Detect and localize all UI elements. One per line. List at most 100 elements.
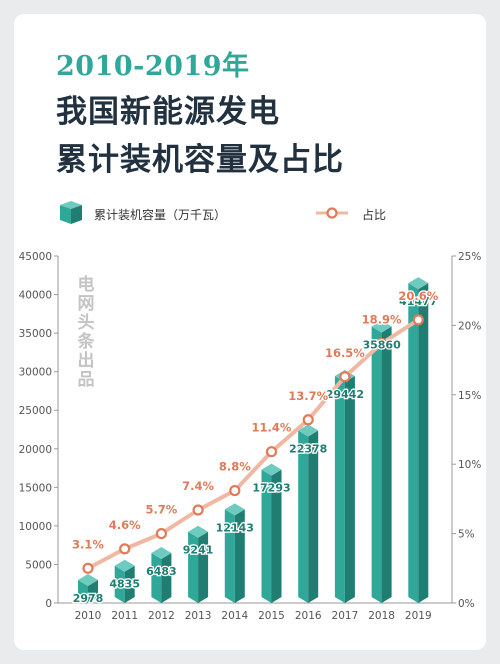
bar-value-label: 6483 — [146, 565, 177, 578]
y-left-tick-label: 25000 — [19, 405, 52, 417]
x-tick-label: 2012 — [148, 610, 175, 622]
share-percent-label: 11.4% — [252, 421, 292, 435]
y-left-tick-label: 15000 — [19, 482, 52, 494]
bar-value-label: 12143 — [216, 521, 254, 534]
share-point — [119, 543, 131, 555]
bar-face-top — [114, 559, 135, 572]
share-percent-label: 5.7% — [145, 503, 177, 517]
bar-face-front — [188, 531, 199, 603]
x-tick-label: 2014 — [221, 610, 248, 622]
page-title-line2: 累计装机容量及占比 — [56, 142, 344, 178]
bar-2011 — [114, 559, 135, 603]
bar-face-side — [161, 553, 172, 603]
share-point — [155, 527, 167, 540]
y-right-tick-label: 0% — [458, 598, 475, 610]
share-percent-label: 20.6% — [398, 289, 438, 303]
bar-face-side — [344, 375, 355, 603]
watermark: 电网头条出品 — [77, 275, 95, 390]
y-left-tick-label: 40000 — [19, 290, 52, 302]
x-tick-label: 2017 — [332, 610, 359, 622]
bar-2012 — [151, 547, 172, 603]
bar-face-front — [298, 430, 309, 603]
x-tick-label: 2010 — [75, 610, 102, 622]
bar-face-side — [308, 430, 319, 603]
bar-face-top — [408, 277, 429, 290]
year-range-heading: 2010-2019年 — [56, 51, 250, 82]
bar-face-front — [78, 580, 88, 603]
bar-face-top — [78, 574, 98, 587]
y-right-tick-label: 20% — [458, 320, 481, 332]
y-left-tick-label: 10000 — [19, 521, 52, 533]
bar-face-top — [188, 525, 209, 538]
x-tick-label: 2011 — [111, 610, 138, 622]
y-left-tick-label: 5000 — [25, 559, 52, 571]
bar-2015 — [261, 463, 282, 603]
bar-2014 — [224, 503, 245, 603]
bar-face-top — [298, 424, 319, 437]
bar-value-label: 22378 — [289, 442, 327, 455]
bar-2018 — [371, 320, 392, 603]
bar-face-front — [151, 553, 162, 603]
bar-face-side — [198, 531, 209, 603]
x-tick-label: 2013 — [185, 610, 212, 622]
bar-face-front — [371, 326, 382, 603]
y-right-tick-label: 5% — [458, 529, 475, 541]
bar-face-side — [234, 509, 245, 603]
y-right-tick-label: 10% — [458, 459, 481, 471]
bar-value-label: 17293 — [252, 482, 290, 495]
legend-bar-label: 累计装机容量（万千瓦） — [94, 208, 227, 222]
legend-bar-icon — [60, 201, 82, 224]
x-tick-label: 2019 — [405, 610, 432, 622]
bar-2017 — [334, 369, 355, 603]
bar-value-label: 41477 — [399, 295, 437, 308]
share-point — [412, 314, 424, 326]
share-percent-label: 18.9% — [362, 312, 402, 326]
share-point — [82, 562, 94, 574]
bar-value-label: 9241 — [183, 544, 214, 557]
bar-face-front — [261, 469, 272, 603]
bar-value-label: 2978 — [73, 592, 104, 605]
y-left-tick-label: 45000 — [19, 251, 52, 263]
y-left-tick-label: 35000 — [19, 328, 52, 340]
y-right-tick-label: 25% — [458, 251, 481, 263]
legend-line-icon — [316, 207, 348, 219]
bar-face-front — [114, 565, 125, 603]
share-point — [229, 484, 241, 497]
share-percent-label: 13.7% — [288, 389, 328, 403]
bar-2013 — [188, 525, 209, 603]
share-point — [302, 414, 314, 426]
share-point — [339, 371, 351, 383]
bar-value-label: 35860 — [362, 338, 401, 351]
bar-2019 — [408, 277, 429, 603]
share-line — [87, 318, 420, 571]
bar-face-side — [381, 326, 392, 603]
bar-value-label: 29442 — [326, 388, 364, 401]
bar-face-front — [334, 375, 345, 603]
share-point — [192, 504, 204, 516]
share-percent-label: 7.4% — [182, 479, 214, 493]
bar-face-side — [88, 580, 98, 603]
y-left-tick-label: 0 — [45, 598, 52, 610]
share-percent-label: 4.6% — [109, 518, 141, 532]
bar-2016 — [298, 424, 319, 603]
x-tick-label: 2015 — [258, 610, 285, 622]
bar-2010 — [78, 574, 98, 603]
bar-face-side — [124, 565, 135, 603]
chart-card — [14, 14, 486, 650]
bar-face-side — [271, 469, 282, 603]
bar-face-side — [418, 283, 429, 603]
bar-face-top — [151, 547, 172, 560]
y-left-tick-label: 20000 — [19, 444, 52, 456]
share-percent-label: 16.5% — [325, 346, 365, 360]
bar-face-top — [261, 463, 282, 476]
bar-face-top — [224, 503, 245, 516]
bar-face-front — [224, 509, 235, 603]
x-tick-label: 2016 — [295, 610, 322, 622]
bar-face-top — [371, 320, 392, 333]
page-title-line1: 我国新能源发电 — [56, 94, 280, 130]
share-point — [265, 446, 278, 458]
share-percent-label: 3.1% — [72, 537, 104, 551]
y-right-tick-label: 15% — [458, 390, 481, 402]
bar-value-label: 4835 — [109, 578, 140, 591]
